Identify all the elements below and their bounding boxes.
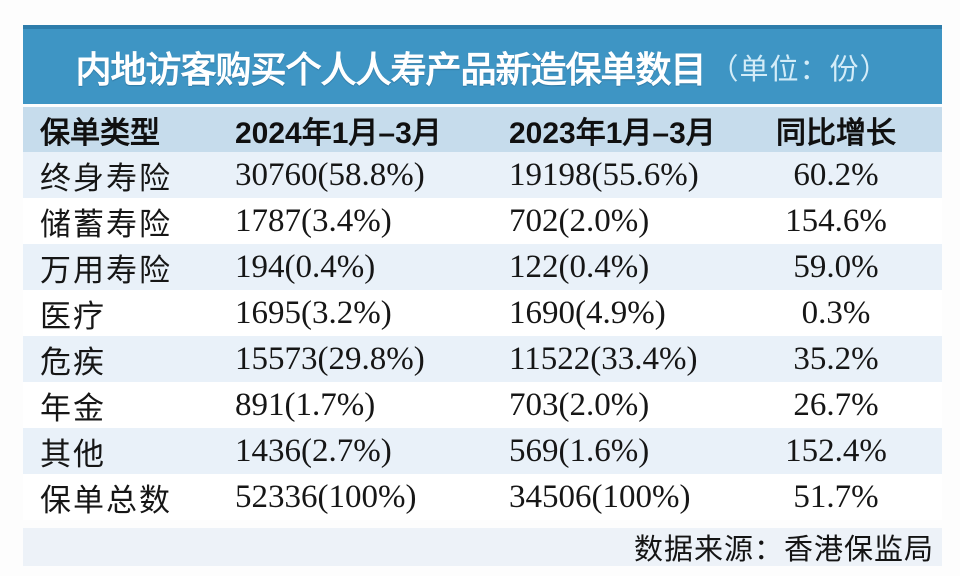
title-bar: 内地访客购买个人人寿产品新造保单数目 （单位：份） xyxy=(23,25,942,104)
cell-yoy-growth: 154.6% xyxy=(785,202,887,239)
cell-2024-value: 15573(29.8%) xyxy=(235,340,425,377)
cell-2023-value: 122(0.4%) xyxy=(509,248,650,285)
cell-policy-type: 其他 xyxy=(40,436,106,472)
policy-table-panel: 内地访客购买个人人寿产品新造保单数目 （单位：份） 保单类型 2024年1月–3… xyxy=(23,25,942,566)
cell-2024-value: 1695(3.2%) xyxy=(235,294,392,331)
cell-2023-value: 34506(100%) xyxy=(509,478,691,515)
cell-yoy-growth: 26.7% xyxy=(793,386,879,423)
cell-yoy-growth: 35.2% xyxy=(793,340,879,377)
cell-yoy-growth: 60.2% xyxy=(793,156,879,193)
table-header-row: 保单类型 2024年1月–3月 2023年1月–3月 同比增长 xyxy=(23,107,942,152)
table-row: 年金 891(1.7%) 703(2.0%) 26.7% xyxy=(23,382,942,428)
cell-2024-value: 194(0.4%) xyxy=(235,248,376,285)
page-title: 内地访客购买个人人寿产品新造保单数目 xyxy=(75,48,706,90)
source-note: 数据来源：香港保监局 xyxy=(633,534,934,566)
header-2024: 2024年1月–3月 xyxy=(235,116,442,150)
cell-policy-type: 终身寿险 xyxy=(40,160,172,196)
table-row: 万用寿险 194(0.4%) 122(0.4%) 59.0% xyxy=(23,244,942,290)
cell-policy-type: 年金 xyxy=(40,390,106,426)
unit-label: （单位：份） xyxy=(709,53,890,86)
cell-yoy-growth: 0.3% xyxy=(801,294,871,331)
table-body: 终身寿险 30760(58.8%) 19198(55.6%) 60.2% 储蓄寿… xyxy=(23,152,942,520)
table-row: 医疗 1695(3.2%) 1690(4.9%) 0.3% xyxy=(23,290,942,336)
cell-2024-value: 891(1.7%) xyxy=(235,386,376,423)
cell-2023-value: 703(2.0%) xyxy=(509,386,650,423)
cell-policy-type: 医疗 xyxy=(40,298,106,334)
header-yoy-growth: 同比增长 xyxy=(776,116,896,150)
header-policy-type: 保单类型 xyxy=(40,116,160,150)
source-band: 数据来源：香港保监局 xyxy=(23,528,942,566)
table-row: 危疾 15573(29.8%) 11522(33.4%) 35.2% xyxy=(23,336,942,382)
cell-yoy-growth: 152.4% xyxy=(785,432,887,469)
table-row: 其他 1436(2.7%) 569(1.6%) 152.4% xyxy=(23,428,942,474)
header-2023: 2023年1月–3月 xyxy=(509,116,716,150)
cell-2023-value: 19198(55.6%) xyxy=(509,156,699,193)
table-row: 储蓄寿险 1787(3.4%) 702(2.0%) 154.6% xyxy=(23,198,942,244)
cell-2023-value: 569(1.6%) xyxy=(509,432,650,469)
cell-2023-value: 1690(4.9%) xyxy=(509,294,666,331)
cell-policy-type: 危疾 xyxy=(40,344,106,380)
cell-yoy-growth: 51.7% xyxy=(793,478,879,515)
cell-policy-type: 保单总数 xyxy=(40,482,172,518)
cell-2023-value: 702(2.0%) xyxy=(509,202,650,239)
cell-2024-value: 1787(3.4%) xyxy=(235,202,392,239)
cell-2024-value: 30760(58.8%) xyxy=(235,156,425,193)
cell-2023-value: 11522(33.4%) xyxy=(509,340,698,377)
cell-policy-type: 储蓄寿险 xyxy=(40,206,172,242)
table-row: 保单总数 52336(100%) 34506(100%) 51.7% xyxy=(23,474,942,520)
cell-policy-type: 万用寿险 xyxy=(40,252,172,288)
table-row: 终身寿险 30760(58.8%) 19198(55.6%) 60.2% xyxy=(23,152,942,198)
cell-2024-value: 52336(100%) xyxy=(235,478,417,515)
cell-yoy-growth: 59.0% xyxy=(793,248,879,285)
cell-2024-value: 1436(2.7%) xyxy=(235,432,392,469)
